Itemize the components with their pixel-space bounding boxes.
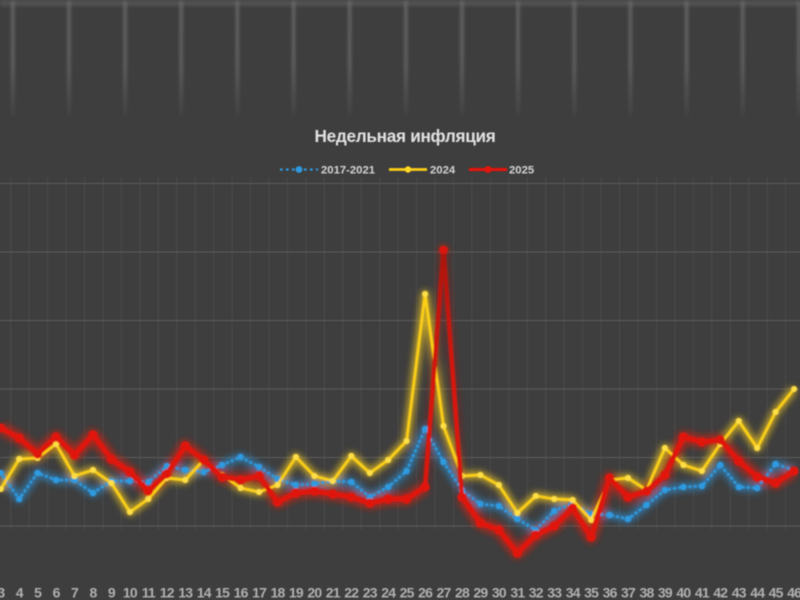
svg-text:16: 16: [234, 585, 249, 600]
svg-text:46: 46: [787, 585, 800, 600]
svg-text:6: 6: [53, 585, 61, 600]
svg-text:26: 26: [418, 585, 433, 600]
svg-text:32: 32: [529, 585, 544, 600]
svg-text:19: 19: [289, 585, 304, 600]
svg-text:Недельная инфляция: Недельная инфляция: [315, 126, 496, 146]
svg-text:2024: 2024: [430, 164, 456, 176]
svg-text:34: 34: [566, 585, 581, 600]
svg-text:15: 15: [215, 585, 230, 600]
svg-text:28: 28: [455, 585, 470, 600]
svg-text:42: 42: [713, 585, 728, 600]
svg-text:20: 20: [307, 585, 322, 600]
svg-text:24: 24: [381, 585, 396, 600]
svg-text:10: 10: [123, 585, 138, 600]
svg-text:31: 31: [510, 585, 525, 600]
svg-text:3: 3: [0, 585, 5, 600]
svg-text:11: 11: [142, 585, 156, 600]
svg-text:23: 23: [363, 585, 378, 600]
svg-text:2017-2021: 2017-2021: [321, 164, 375, 176]
svg-text:9: 9: [108, 585, 116, 600]
svg-text:40: 40: [676, 585, 691, 600]
svg-text:29: 29: [473, 585, 488, 600]
svg-text:43: 43: [732, 585, 747, 600]
svg-text:8: 8: [90, 585, 98, 600]
svg-text:13: 13: [178, 585, 193, 600]
svg-text:4: 4: [16, 585, 24, 600]
svg-text:44: 44: [750, 585, 765, 600]
svg-text:39: 39: [658, 585, 673, 600]
svg-text:35: 35: [584, 585, 599, 600]
svg-text:12: 12: [160, 585, 175, 600]
svg-text:2025: 2025: [509, 164, 534, 176]
svg-text:14: 14: [197, 585, 212, 600]
svg-text:21: 21: [326, 585, 341, 600]
svg-text:17: 17: [252, 585, 267, 600]
svg-text:27: 27: [437, 585, 452, 600]
svg-text:41: 41: [695, 585, 710, 600]
svg-text:45: 45: [769, 585, 784, 600]
svg-text:7: 7: [71, 585, 79, 600]
svg-text:38: 38: [640, 585, 655, 600]
svg-text:22: 22: [344, 585, 359, 600]
svg-text:36: 36: [603, 585, 618, 600]
svg-text:25: 25: [400, 585, 415, 600]
svg-text:37: 37: [621, 585, 636, 600]
svg-text:18: 18: [271, 585, 286, 600]
svg-text:30: 30: [492, 585, 507, 600]
svg-text:33: 33: [547, 585, 562, 600]
svg-text:5: 5: [34, 585, 42, 600]
